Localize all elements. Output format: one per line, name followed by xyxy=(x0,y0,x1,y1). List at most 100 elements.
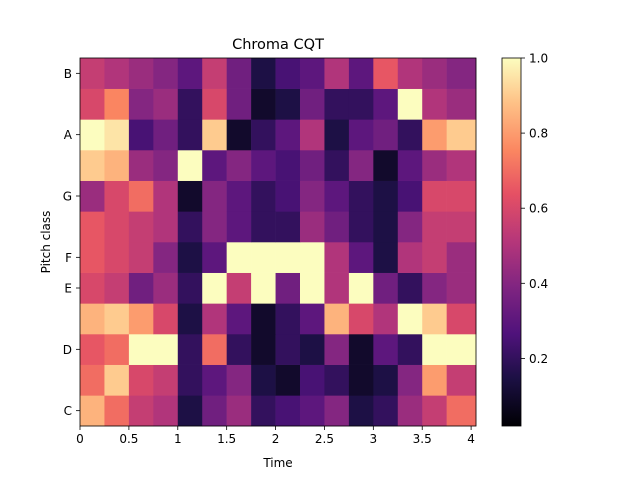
x-tick-label: 3.5 xyxy=(413,432,432,446)
heatmap-cell xyxy=(373,395,399,427)
heatmap-cell xyxy=(226,303,252,335)
heatmap-cell xyxy=(128,211,154,243)
heatmap-cell xyxy=(153,211,179,243)
heatmap-cell xyxy=(324,334,350,365)
heatmap-cell xyxy=(251,242,276,273)
x-tick-label: 1.5 xyxy=(217,432,236,446)
heatmap-cell xyxy=(104,272,130,304)
x-axis-label: Time xyxy=(262,456,292,470)
heatmap-cell xyxy=(251,334,276,365)
heatmap-cell xyxy=(251,272,276,304)
heatmap-cell xyxy=(422,334,447,365)
heatmap-cell xyxy=(251,180,276,212)
heatmap-cell xyxy=(446,242,477,273)
colorbar-frame xyxy=(501,57,522,427)
heatmap-cell xyxy=(373,180,399,212)
heatmap-cell xyxy=(275,334,301,365)
heatmap-cell xyxy=(104,242,130,273)
heatmap-cell xyxy=(422,395,447,427)
heatmap-cell xyxy=(251,395,276,427)
heatmap-cell xyxy=(422,272,447,304)
heatmap-cell xyxy=(324,303,350,335)
heatmap-cell xyxy=(80,272,105,304)
heatmap-cell xyxy=(202,334,227,365)
heatmap-cell xyxy=(422,303,447,335)
heatmap-cell xyxy=(104,88,130,120)
heatmap-cell xyxy=(80,180,105,212)
heatmap-cell xyxy=(300,364,325,396)
heatmap-cell xyxy=(202,395,227,427)
x-tick-label: 4 xyxy=(467,432,475,446)
heatmap-cell xyxy=(446,211,477,243)
heatmap-cell xyxy=(251,150,276,181)
heatmap-cell xyxy=(128,303,154,335)
heatmap-cell xyxy=(202,58,227,89)
heatmap-cell xyxy=(128,150,154,181)
heatmap-cell xyxy=(177,364,203,396)
heatmap-cell xyxy=(446,272,477,304)
heatmap-cell xyxy=(373,119,399,151)
heatmap-cell xyxy=(153,150,179,181)
heatmap-cell xyxy=(275,119,301,151)
x-axis: 0 0.5 1 1.5 2 2.5 3 3.5 4 xyxy=(76,426,475,446)
x-tick-label: 2.5 xyxy=(315,432,334,446)
heatmap-cell xyxy=(348,303,374,335)
chart-title: Chroma CQT xyxy=(232,37,324,53)
heatmap-cell xyxy=(128,364,154,396)
heatmap-cell xyxy=(226,88,252,120)
heatmap-cell xyxy=(153,119,179,151)
heatmap-cell xyxy=(251,58,276,89)
heatmap-cell xyxy=(275,58,301,89)
x-tick-label: 1 xyxy=(174,432,182,446)
heatmap-cell xyxy=(226,150,252,181)
y-axis: C D E F G A B xyxy=(63,67,80,418)
heatmap-cell xyxy=(300,150,325,181)
heatmap-cell xyxy=(373,211,399,243)
heatmap-cell xyxy=(153,364,179,396)
heatmap-cell xyxy=(348,58,374,89)
heatmap-cell xyxy=(446,364,477,396)
heatmap-cell xyxy=(202,272,227,304)
heatmap-cell xyxy=(275,180,301,212)
heatmap-cell xyxy=(300,58,325,89)
colorbar-tick-label: 0.2 xyxy=(529,352,548,366)
heatmap-cell xyxy=(104,364,130,396)
heatmap-cell xyxy=(275,211,301,243)
heatmap-cell xyxy=(128,242,154,273)
heatmap-cell xyxy=(251,364,276,396)
heatmap-cell xyxy=(104,303,130,335)
heatmap-cell xyxy=(446,119,477,151)
heatmap-cell xyxy=(397,334,423,365)
heatmap-cell xyxy=(275,395,301,427)
heatmap-cell xyxy=(348,334,374,365)
heatmap-cell xyxy=(300,211,325,243)
heatmap-cell xyxy=(104,180,130,212)
heatmap-cell xyxy=(104,119,130,151)
heatmap-cell xyxy=(300,303,325,335)
heatmap-cell xyxy=(80,334,105,365)
heatmap-cell xyxy=(373,334,399,365)
heatmap-cell xyxy=(397,119,423,151)
heatmap-cell xyxy=(373,58,399,89)
heatmap-cell xyxy=(80,242,105,273)
heatmap-cell xyxy=(80,303,105,335)
heatmap-cell xyxy=(300,272,325,304)
heatmap-cell xyxy=(202,303,227,335)
heatmap-cell xyxy=(397,180,423,212)
heatmap-cell xyxy=(177,180,203,212)
heatmap-cell xyxy=(422,211,447,243)
heatmap-cell xyxy=(348,364,374,396)
heatmap-cell xyxy=(104,211,130,243)
heatmap-cell xyxy=(324,364,350,396)
x-tick-label: 0.5 xyxy=(119,432,138,446)
heatmap-cell xyxy=(397,150,423,181)
heatmap-cell xyxy=(226,364,252,396)
heatmap-cell xyxy=(446,334,477,365)
heatmap-cell xyxy=(397,58,423,89)
heatmap-cell xyxy=(446,88,477,120)
heatmap-cell xyxy=(324,242,350,273)
heatmap-cell xyxy=(226,180,252,212)
heatmap-cell xyxy=(226,334,252,365)
heatmap-cell xyxy=(177,242,203,273)
